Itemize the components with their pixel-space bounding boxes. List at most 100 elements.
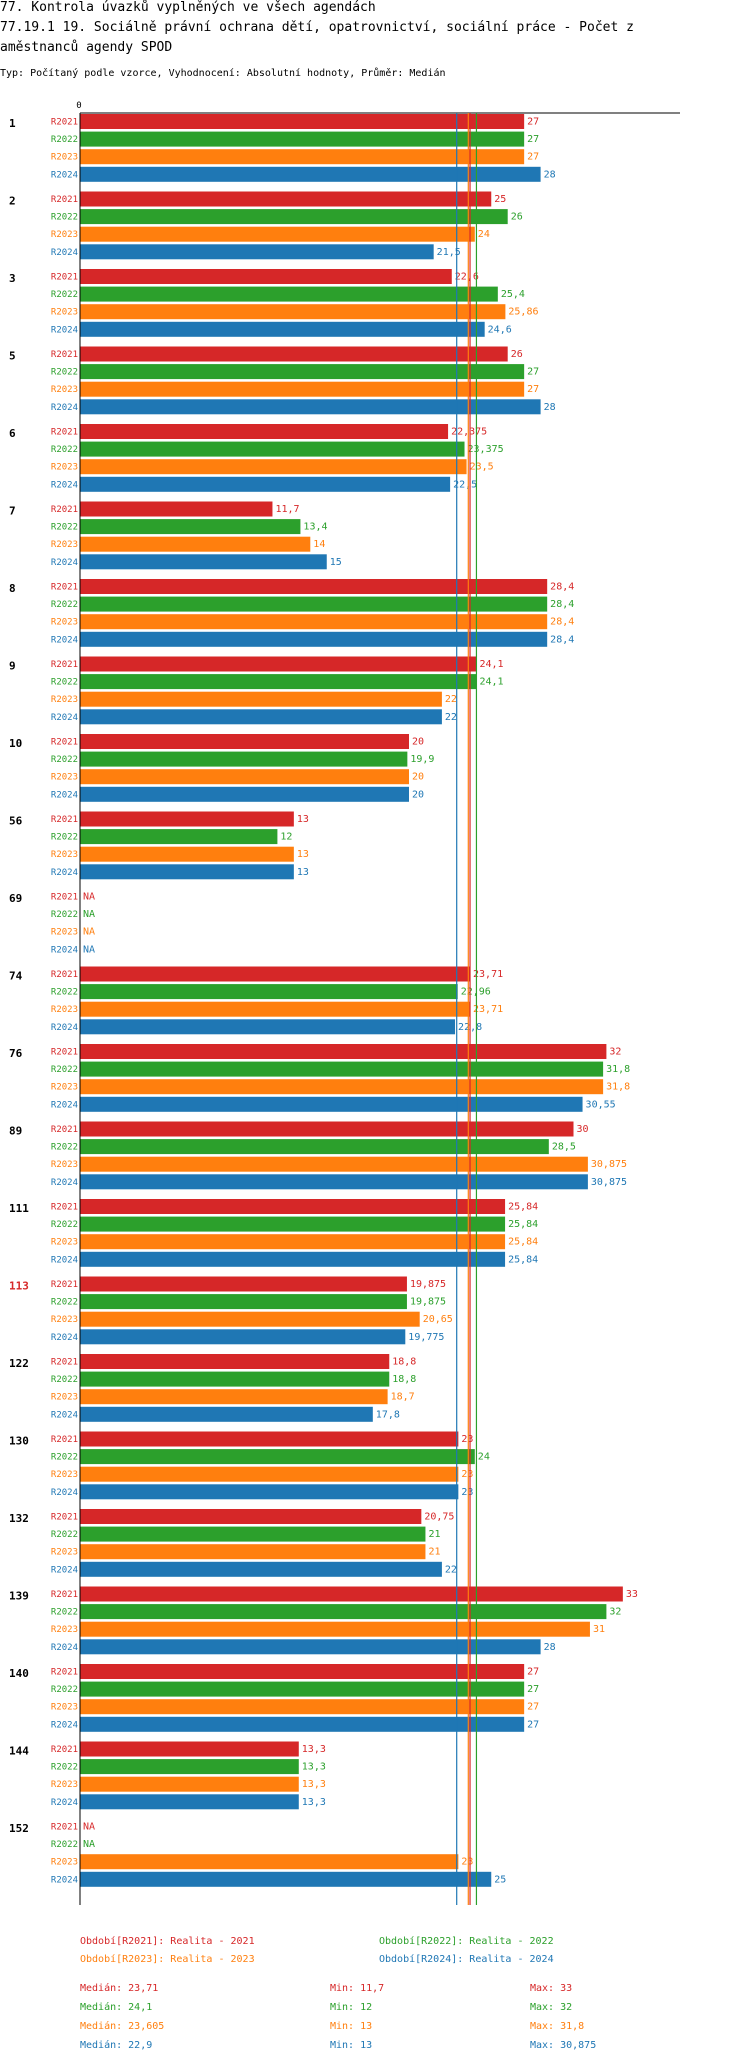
data-label: 31 [593, 1624, 605, 1635]
bar-r2022 [80, 674, 477, 690]
series-label: R2021 [51, 1823, 78, 1833]
series-label: R2021 [51, 970, 78, 980]
bar-r2022 [80, 596, 548, 612]
series-label: R2023 [51, 463, 78, 473]
bar-r2024 [80, 864, 294, 880]
bar-r2022 [80, 829, 278, 845]
data-label: 27 [527, 1684, 539, 1695]
stat-min-r2024: Min: 13 [330, 2040, 373, 2051]
bar-r2024 [80, 1639, 541, 1655]
bar-r2024 [80, 1019, 456, 1035]
data-label: 13 [297, 849, 309, 860]
bar-r2021 [80, 656, 477, 672]
bar-r2022 [80, 1216, 506, 1232]
series-label: R2022 [51, 1220, 78, 1230]
data-label: 17,8 [376, 1409, 400, 1420]
data-label: 25,84 [508, 1237, 538, 1248]
stat-median-r2024: Medián: 22,9 [80, 2040, 153, 2051]
series-label: R2022 [51, 988, 78, 998]
bar-r2021 [80, 424, 449, 439]
bar-r2023 [80, 1079, 604, 1095]
data-label: 28,4 [550, 634, 574, 645]
series-label: R2022 [51, 755, 78, 765]
series-label: R2023 [51, 1780, 78, 1790]
bar-r2022 [80, 1681, 525, 1697]
bar-r2022 [80, 1139, 549, 1155]
data-label: 22,6 [455, 272, 479, 283]
bar-r2024 [80, 1484, 459, 1500]
series-label: R2023 [51, 1083, 78, 1093]
bar-r2021 [80, 1431, 459, 1447]
category-label: 56 [9, 815, 23, 828]
series-label: R2021 [51, 195, 78, 205]
data-label: 24,1 [479, 659, 503, 670]
series-label: R2024 [51, 1333, 78, 1343]
bar-r2024 [80, 709, 442, 725]
data-label: 27 [527, 384, 539, 395]
bar-r2023 [80, 149, 525, 165]
data-label: 28,5 [552, 1142, 576, 1153]
data-label: 23,5 [470, 462, 494, 473]
data-label: 18,7 [391, 1392, 415, 1403]
data-label: 22 [445, 1564, 457, 1575]
stat-min-r2023: Min: 13 [330, 2021, 373, 2032]
series-label: R2024 [51, 1875, 78, 1885]
category-label: 122 [9, 1357, 29, 1370]
series-label: R2022 [51, 135, 78, 145]
data-label: 13,3 [302, 1744, 326, 1755]
data-label: 24,1 [479, 677, 503, 688]
series-label: R2022 [51, 1453, 78, 1463]
data-label: 19,875 [410, 1297, 446, 1308]
bar-r2023 [80, 304, 506, 320]
data-label: 31,8 [606, 1082, 630, 1093]
data-label: 22,375 [451, 427, 487, 438]
bar-r2024 [80, 1716, 525, 1732]
data-label: 25,84 [508, 1254, 538, 1265]
data-label: 25,84 [508, 1219, 538, 1230]
bar-r2021 [80, 346, 508, 362]
data-label: 25,86 [508, 307, 538, 318]
data-label: 32 [609, 1047, 621, 1058]
bar-r2021 [80, 1276, 407, 1292]
series-label: R2021 [51, 893, 78, 903]
series-label: R2024 [51, 480, 78, 490]
series-label: R2021 [51, 428, 78, 438]
bar-r2023 [80, 1621, 590, 1637]
bar-r2022 [80, 286, 498, 302]
data-label: 24,6 [488, 324, 512, 335]
bar-r2022 [80, 209, 508, 225]
data-label: 30,875 [591, 1159, 627, 1170]
series-label: R2022 [51, 1065, 78, 1075]
series-label: R2023 [51, 1548, 78, 1558]
series-label: R2022 [51, 213, 78, 223]
data-label: 22,96 [461, 987, 491, 998]
stat-max-r2021: Max: 33 [530, 1983, 573, 1994]
data-label: 28,4 [550, 599, 574, 610]
data-label: 12 [280, 832, 292, 843]
category-label: 8 [9, 582, 16, 595]
data-label: 32 [609, 1607, 621, 1618]
bar-r2022 [80, 1604, 607, 1620]
bar-r2024 [80, 631, 548, 647]
series-label: R2023 [51, 385, 78, 395]
series-label: R2023 [51, 1625, 78, 1635]
data-label: 13 [297, 867, 309, 878]
stat-median-r2022: Medián: 24,1 [80, 2002, 153, 2013]
bar-r2023 [80, 1776, 299, 1792]
data-label: 27 [527, 1702, 539, 1713]
bar-r2024 [80, 1561, 442, 1577]
series-label: R2021 [51, 1125, 78, 1135]
data-label: 27 [527, 152, 539, 163]
category-label: 152 [9, 1822, 29, 1835]
series-label: R2023 [51, 773, 78, 783]
bar-r2024 [80, 321, 485, 337]
data-label: 18,8 [392, 1374, 416, 1385]
series-label: R2023 [51, 928, 78, 938]
data-label: 28 [544, 1642, 556, 1653]
category-label: 140 [9, 1667, 29, 1680]
bar-r2024 [80, 244, 434, 260]
bar-r2021 [80, 1741, 299, 1757]
series-label: R2024 [51, 1023, 78, 1033]
bar-r2022 [80, 1061, 604, 1077]
